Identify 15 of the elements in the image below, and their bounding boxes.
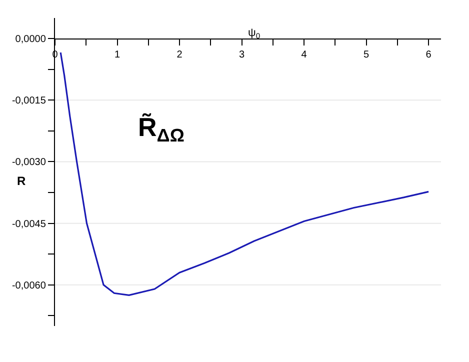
x-tick-label: 1	[114, 50, 120, 61]
x-tick-label: 4	[301, 50, 308, 61]
y-tick-label: 0,0000	[15, 34, 46, 46]
x-tick-label: 3	[238, 50, 245, 61]
y-axis-title: R	[17, 174, 26, 188]
annotation: R̃$_{ΔΩ}$	[138, 112, 184, 146]
x-tick-label: 6	[426, 50, 432, 61]
line-series	[60, 52, 430, 296]
x-tick-label: 5	[364, 50, 370, 61]
y-tick-label: -0,0045	[12, 218, 46, 230]
y-tick-label: -0,0030	[12, 157, 46, 168]
x-axis-title: ψ$_{0}$	[248, 27, 260, 40]
y-tick-label: -0,0015	[12, 96, 46, 107]
x-tick-label: 2	[176, 50, 183, 61]
y-tick-label: -0,0060	[12, 280, 46, 292]
